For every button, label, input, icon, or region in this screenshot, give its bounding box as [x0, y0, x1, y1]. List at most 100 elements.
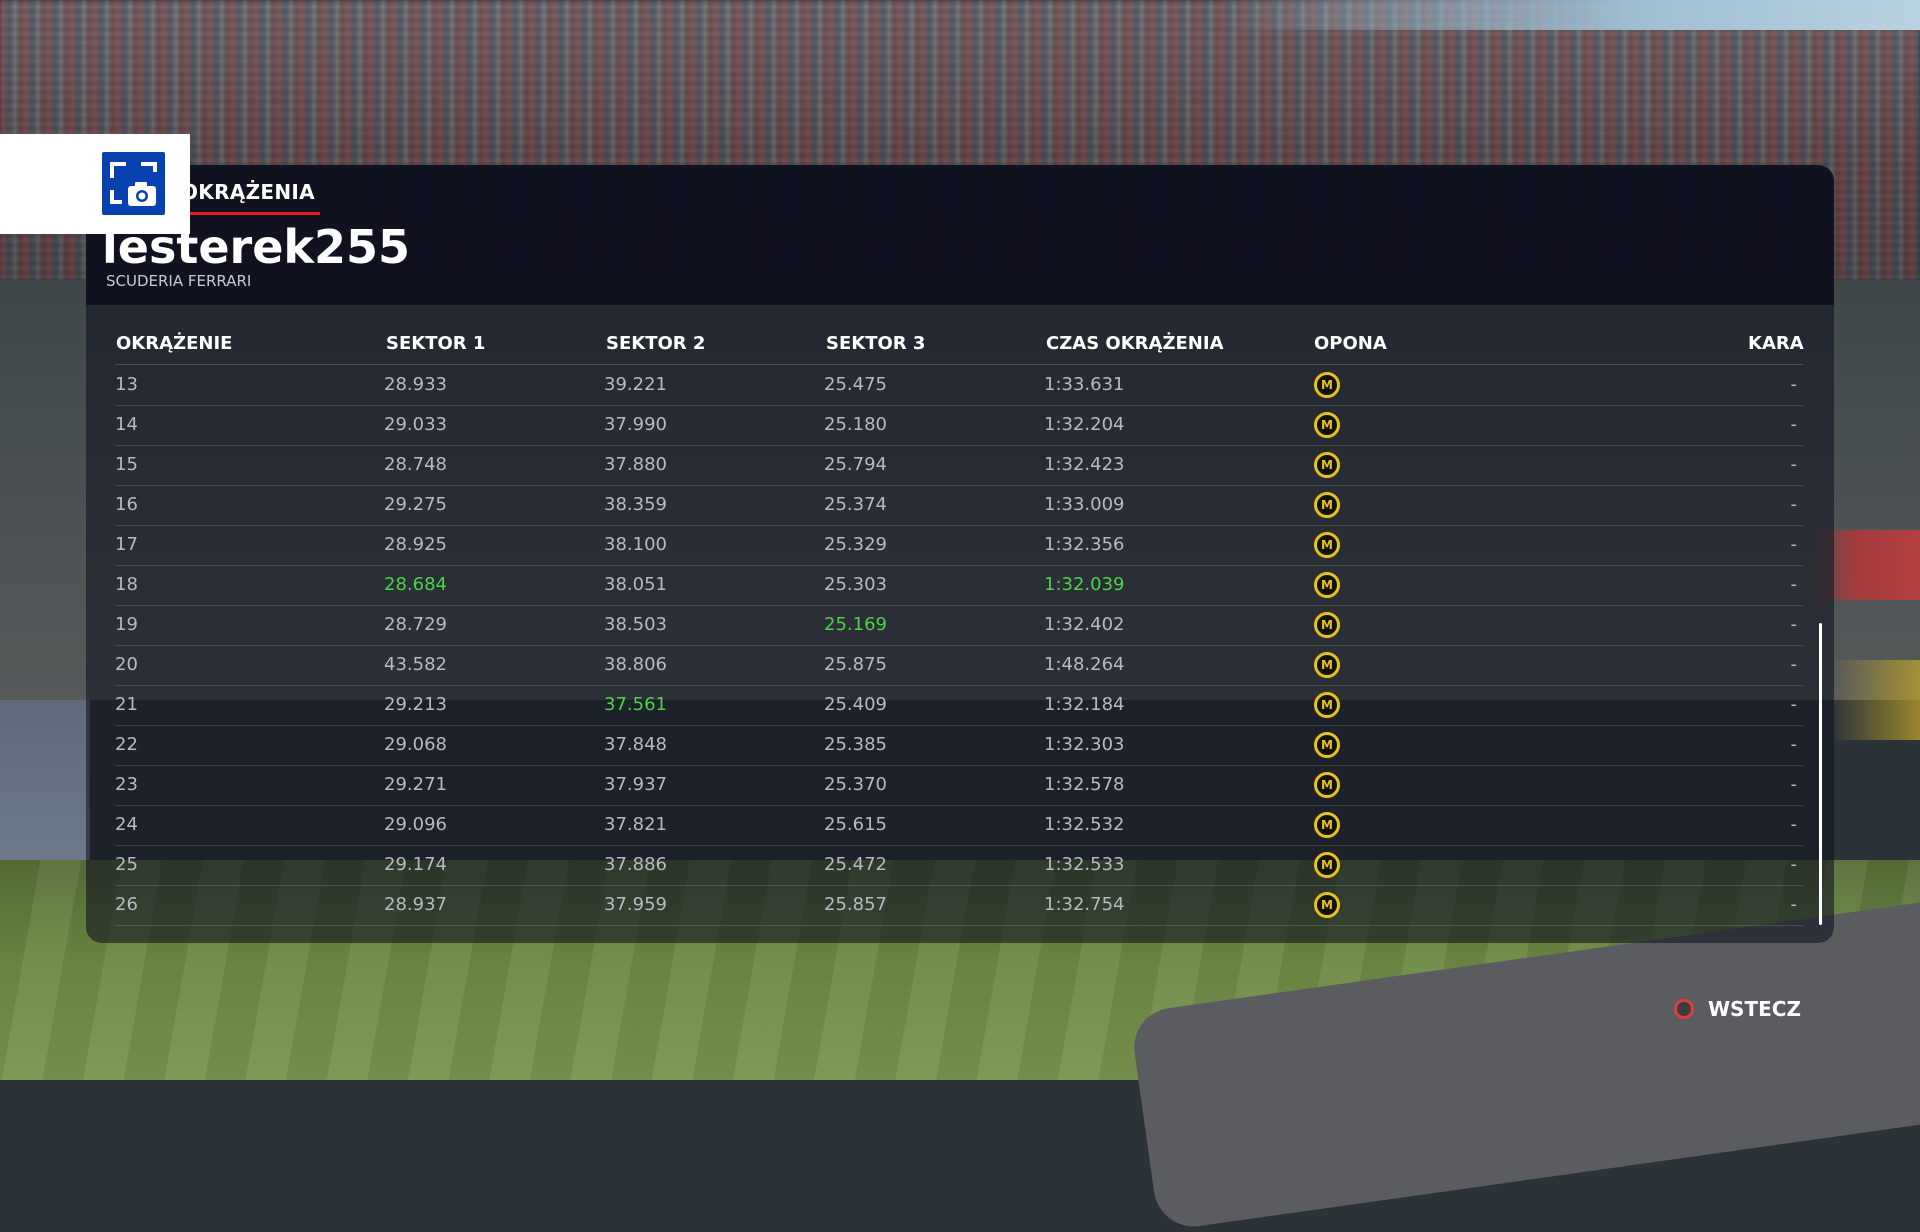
- cell-lap: 18: [115, 574, 138, 595]
- table-row[interactable]: 23 29.271 37.937 25.370 1:32.578 M -: [115, 765, 1803, 806]
- cell-penalty: -: [1790, 894, 1798, 915]
- cell-s3: 25.329: [824, 534, 887, 555]
- cell-s2: 38.051: [604, 574, 667, 595]
- cell-s3: 25.615: [824, 814, 887, 835]
- table-row[interactable]: 19 28.729 38.503 25.169 1:32.402 M -: [115, 605, 1803, 646]
- col-header-sector1: SEKTOR 1: [386, 333, 486, 354]
- cell-laptime: 1:32.184: [1044, 694, 1125, 715]
- cell-lap: 19: [115, 614, 138, 635]
- cell-penalty: -: [1790, 414, 1798, 435]
- table-row[interactable]: 17 28.925 38.100 25.329 1:32.356 M -: [115, 525, 1803, 566]
- cell-s1: 29.068: [384, 734, 447, 755]
- cell-s1: 43.582: [384, 654, 447, 675]
- cell-penalty: -: [1790, 614, 1798, 635]
- cell-s1: 29.213: [384, 694, 447, 715]
- cell-s2: 37.959: [604, 894, 667, 915]
- cell-s1: 29.275: [384, 494, 447, 515]
- table-row[interactable]: 24 29.096 37.821 25.615 1:32.532 M -: [115, 805, 1803, 846]
- team-name: SCUDERIA FERRARI: [106, 272, 252, 290]
- col-header-penalty: KARA: [1748, 333, 1804, 354]
- cell-s1: 29.096: [384, 814, 447, 835]
- tyre-medium-icon: M: [1314, 412, 1340, 438]
- cell-penalty: -: [1790, 854, 1798, 875]
- cell-laptime: 1:32.303: [1044, 734, 1125, 755]
- laps-panel: [86, 165, 1834, 943]
- cell-s3: 25.475: [824, 374, 887, 395]
- header-divider: [115, 364, 1803, 365]
- cell-s3: 25.875: [824, 654, 887, 675]
- tyre-medium-icon: M: [1314, 812, 1340, 838]
- table-row[interactable]: 22 29.068 37.848 25.385 1:32.303 M -: [115, 725, 1803, 766]
- cell-s1: 28.729: [384, 614, 447, 635]
- cell-laptime: 1:32.402: [1044, 614, 1125, 635]
- cell-s2: 37.880: [604, 454, 667, 475]
- cell-lap: 14: [115, 414, 138, 435]
- cell-laptime: 1:32.578: [1044, 774, 1125, 795]
- cell-laptime: 1:32.039: [1044, 574, 1125, 595]
- table-row[interactable]: 15 28.748 37.880 25.794 1:32.423 M -: [115, 445, 1803, 486]
- cell-s2: 39.221: [604, 374, 667, 395]
- cell-laptime: 1:33.009: [1044, 494, 1125, 515]
- cell-laptime: 1:32.532: [1044, 814, 1125, 835]
- table-row[interactable]: 21 29.213 37.561 25.409 1:32.184 M -: [115, 685, 1803, 726]
- tab-laps[interactable]: OKRĄŻENIA: [181, 180, 315, 204]
- cell-lap: 25: [115, 854, 138, 875]
- cell-lap: 16: [115, 494, 138, 515]
- background-barrier: [1830, 660, 1920, 740]
- tyre-medium-icon: M: [1314, 492, 1340, 518]
- cell-s2: 38.359: [604, 494, 667, 515]
- cell-laptime: 1:32.754: [1044, 894, 1125, 915]
- cell-s3: 25.794: [824, 454, 887, 475]
- screenshot-icon[interactable]: [102, 152, 165, 215]
- cell-laptime: 1:32.204: [1044, 414, 1125, 435]
- table-row[interactable]: 14 29.033 37.990 25.180 1:32.204 M -: [115, 405, 1803, 446]
- tyre-medium-icon: M: [1314, 772, 1340, 798]
- tyre-medium-icon: M: [1314, 892, 1340, 918]
- cell-penalty: -: [1790, 494, 1798, 515]
- cell-lap: 21: [115, 694, 138, 715]
- cell-lap: 22: [115, 734, 138, 755]
- tyre-medium-icon: M: [1314, 612, 1340, 638]
- cell-lap: 26: [115, 894, 138, 915]
- cell-s3: 25.374: [824, 494, 887, 515]
- table-row[interactable]: 13 28.933 39.221 25.475 1:33.631 M -: [115, 365, 1803, 406]
- col-header-sector2: SEKTOR 2: [606, 333, 706, 354]
- cell-s3: 25.409: [824, 694, 887, 715]
- cell-s1: 28.937: [384, 894, 447, 915]
- tyre-medium-icon: M: [1314, 532, 1340, 558]
- cell-lap: 24: [115, 814, 138, 835]
- col-header-laptime: CZAS OKRĄŻENIA: [1046, 333, 1224, 354]
- scrollbar[interactable]: [1819, 623, 1822, 925]
- tyre-medium-icon: M: [1314, 692, 1340, 718]
- cell-lap: 15: [115, 454, 138, 475]
- cell-lap: 17: [115, 534, 138, 555]
- table-row[interactable]: 25 29.174 37.886 25.472 1:32.533 M -: [115, 845, 1803, 886]
- tyre-medium-icon: M: [1314, 452, 1340, 478]
- cell-s3: 25.385: [824, 734, 887, 755]
- tyre-medium-icon: M: [1314, 732, 1340, 758]
- cell-laptime: 1:32.423: [1044, 454, 1125, 475]
- back-button[interactable]: WSTECZ: [1674, 994, 1801, 1024]
- table-row[interactable]: 26 28.937 37.959 25.857 1:32.754 M -: [115, 885, 1803, 926]
- cell-s2: 37.848: [604, 734, 667, 755]
- cell-s2: 37.821: [604, 814, 667, 835]
- table-row[interactable]: 18 28.684 38.051 25.303 1:32.039 M -: [115, 565, 1803, 606]
- cell-laptime: 1:32.356: [1044, 534, 1125, 555]
- cell-s3: 25.370: [824, 774, 887, 795]
- tyre-medium-icon: M: [1314, 572, 1340, 598]
- cell-lap: 20: [115, 654, 138, 675]
- cell-s2: 38.806: [604, 654, 667, 675]
- table-row[interactable]: 16 29.275 38.359 25.374 1:33.009 M -: [115, 485, 1803, 526]
- cell-penalty: -: [1790, 654, 1798, 675]
- cell-s1: 28.933: [384, 374, 447, 395]
- cell-penalty: -: [1790, 454, 1798, 475]
- col-header-tyre: OPONA: [1314, 333, 1387, 354]
- cell-s2: 37.561: [604, 694, 667, 715]
- cell-s1: 28.925: [384, 534, 447, 555]
- cell-lap: 23: [115, 774, 138, 795]
- tyre-medium-icon: M: [1314, 372, 1340, 398]
- table-row[interactable]: 20 43.582 38.806 25.875 1:48.264 M -: [115, 645, 1803, 686]
- cell-s3: 25.857: [824, 894, 887, 915]
- cell-s2: 37.886: [604, 854, 667, 875]
- background-wall: [0, 700, 90, 870]
